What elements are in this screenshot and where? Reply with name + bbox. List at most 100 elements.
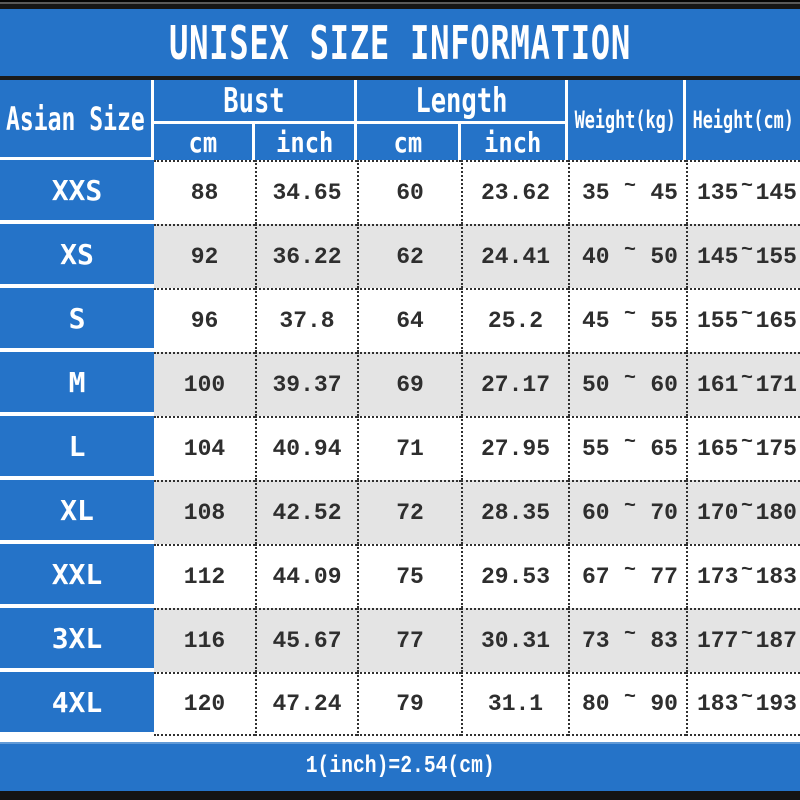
length-cm-cell: 64: [357, 288, 461, 352]
length-cm-cell: 75: [357, 544, 461, 608]
tilde-separator: ~: [740, 238, 753, 262]
length-inch-cell: 25.2: [461, 288, 568, 352]
table-row: 3XL 116 45.67 77 30.31 73 ~ 83 177 ~ 187: [0, 608, 800, 672]
height-max: 145: [755, 180, 797, 206]
height-range-cell: 161 ~ 171: [686, 352, 800, 416]
size-label-cell: XL: [0, 480, 154, 544]
bust-cm-cell: 96: [154, 288, 255, 352]
size-label-cell: XXL: [0, 544, 154, 608]
size-label: S: [68, 301, 86, 335]
height-range-cell: 170 ~ 180: [686, 480, 800, 544]
bust-inch-cell: 42.52: [255, 480, 357, 544]
table-header: Asian Size Bust Length Weight(kg) Height…: [0, 80, 800, 160]
bust-inch-cell: 40.94: [255, 416, 357, 480]
height-min: 145: [697, 244, 739, 270]
size-label: XL: [60, 493, 94, 527]
bust-inch-cell: 45.67: [255, 608, 357, 672]
height-cm-label: Height(cm): [692, 106, 794, 134]
table-row: XS 92 36.22 62 24.41 40 ~ 50 145 ~ 155: [0, 224, 800, 288]
header-bust: Bust: [154, 80, 357, 124]
tilde-separator: ~: [740, 622, 753, 646]
tilde-separator: ~: [740, 494, 753, 518]
size-label-cell: L: [0, 416, 154, 480]
weight-min: 55: [582, 436, 610, 462]
inch-label: inch: [275, 125, 334, 159]
length-cm-cell: 69: [357, 352, 461, 416]
height-range-cell: 135 ~ 145: [686, 160, 800, 224]
length-inch-cell: 23.62: [461, 160, 568, 224]
height-min: 165: [697, 436, 739, 462]
length-cm-cell: 60: [357, 160, 461, 224]
footer-gap: [0, 736, 800, 742]
bust-cm-cell: 120: [154, 672, 255, 736]
length-cm-cell: 79: [357, 672, 461, 736]
weight-min: 80: [582, 691, 610, 717]
size-label-cell: XS: [0, 224, 154, 288]
size-label: L: [68, 429, 86, 463]
bust-cm-cell: 112: [154, 544, 255, 608]
height-max: 187: [755, 628, 797, 654]
length-inch-cell: 27.17: [461, 352, 568, 416]
weight-min: 73: [582, 628, 610, 654]
size-label: XXL: [51, 557, 103, 591]
length-label: Length: [414, 80, 508, 121]
weight-max: 65: [650, 436, 678, 462]
bust-inch-cell: 34.65: [255, 160, 357, 224]
weight-range-cell: 45 ~ 55: [568, 288, 686, 352]
length-cm-cell: 72: [357, 480, 461, 544]
height-min: 170: [697, 500, 739, 526]
inch-conversion-note: 1(inch)=2.54(cm): [305, 753, 495, 780]
title-divider: [0, 76, 800, 80]
bust-inch-cell: 36.22: [255, 224, 357, 288]
height-range-cell: 173 ~ 183: [686, 544, 800, 608]
bust-cm-cell: 116: [154, 608, 255, 672]
asian-size-label: Asian Size: [6, 99, 145, 138]
height-max: 180: [755, 500, 797, 526]
weight-min: 40: [582, 244, 610, 270]
inch-label: inch: [484, 125, 542, 159]
height-max: 155: [755, 244, 797, 270]
page-title: UNISEX SIZE INFORMATION: [168, 15, 631, 70]
weight-min: 60: [582, 500, 610, 526]
size-label: 4XL: [51, 685, 103, 719]
header-length-cm: cm: [357, 124, 461, 160]
weight-range-cell: 50 ~ 60: [568, 352, 686, 416]
length-inch-cell: 24.41: [461, 224, 568, 288]
tilde-separator: ~: [623, 622, 636, 646]
tilde-separator: ~: [623, 494, 636, 518]
weight-min: 35: [582, 180, 610, 206]
weight-max: 90: [650, 691, 678, 717]
header-bust-cm: cm: [154, 124, 255, 160]
size-label-cell: S: [0, 288, 154, 352]
bust-cm-cell: 88: [154, 160, 255, 224]
size-label: M: [68, 365, 86, 399]
length-inch-cell: 29.53: [461, 544, 568, 608]
length-cm-cell: 77: [357, 608, 461, 672]
bottom-black-strip: [0, 791, 800, 800]
tilde-separator: ~: [740, 174, 753, 198]
table-row: S 96 37.8 64 25.2 45 ~ 55 155 ~ 165: [0, 288, 800, 352]
size-label: XS: [60, 237, 94, 271]
table-body: XXS 88 34.65 60 23.62 35 ~ 45 135 ~ 145 …: [0, 160, 800, 736]
weight-range-cell: 55 ~ 65: [568, 416, 686, 480]
weight-range-cell: 67 ~ 77: [568, 544, 686, 608]
bust-cm-cell: 104: [154, 416, 255, 480]
height-range-cell: 155 ~ 165: [686, 288, 800, 352]
header-weight-kg: Weight(kg): [568, 80, 686, 160]
bust-inch-cell: 47.24: [255, 672, 357, 736]
footer-bar: 1(inch)=2.54(cm): [0, 742, 800, 791]
height-max: 183: [755, 564, 797, 590]
height-min: 177: [697, 628, 739, 654]
tilde-separator: ~: [740, 366, 753, 390]
height-min: 155: [697, 308, 739, 334]
weight-max: 60: [650, 372, 678, 398]
tilde-separator: ~: [623, 366, 636, 390]
tilde-separator: ~: [740, 302, 753, 326]
title-bar: UNISEX SIZE INFORMATION: [0, 9, 800, 76]
bust-cm-cell: 100: [154, 352, 255, 416]
header-height-cm: Height(cm): [686, 80, 800, 160]
height-max: 165: [755, 308, 797, 334]
tilde-separator: ~: [623, 685, 636, 709]
weight-range-cell: 35 ~ 45: [568, 160, 686, 224]
bust-inch-cell: 37.8: [255, 288, 357, 352]
